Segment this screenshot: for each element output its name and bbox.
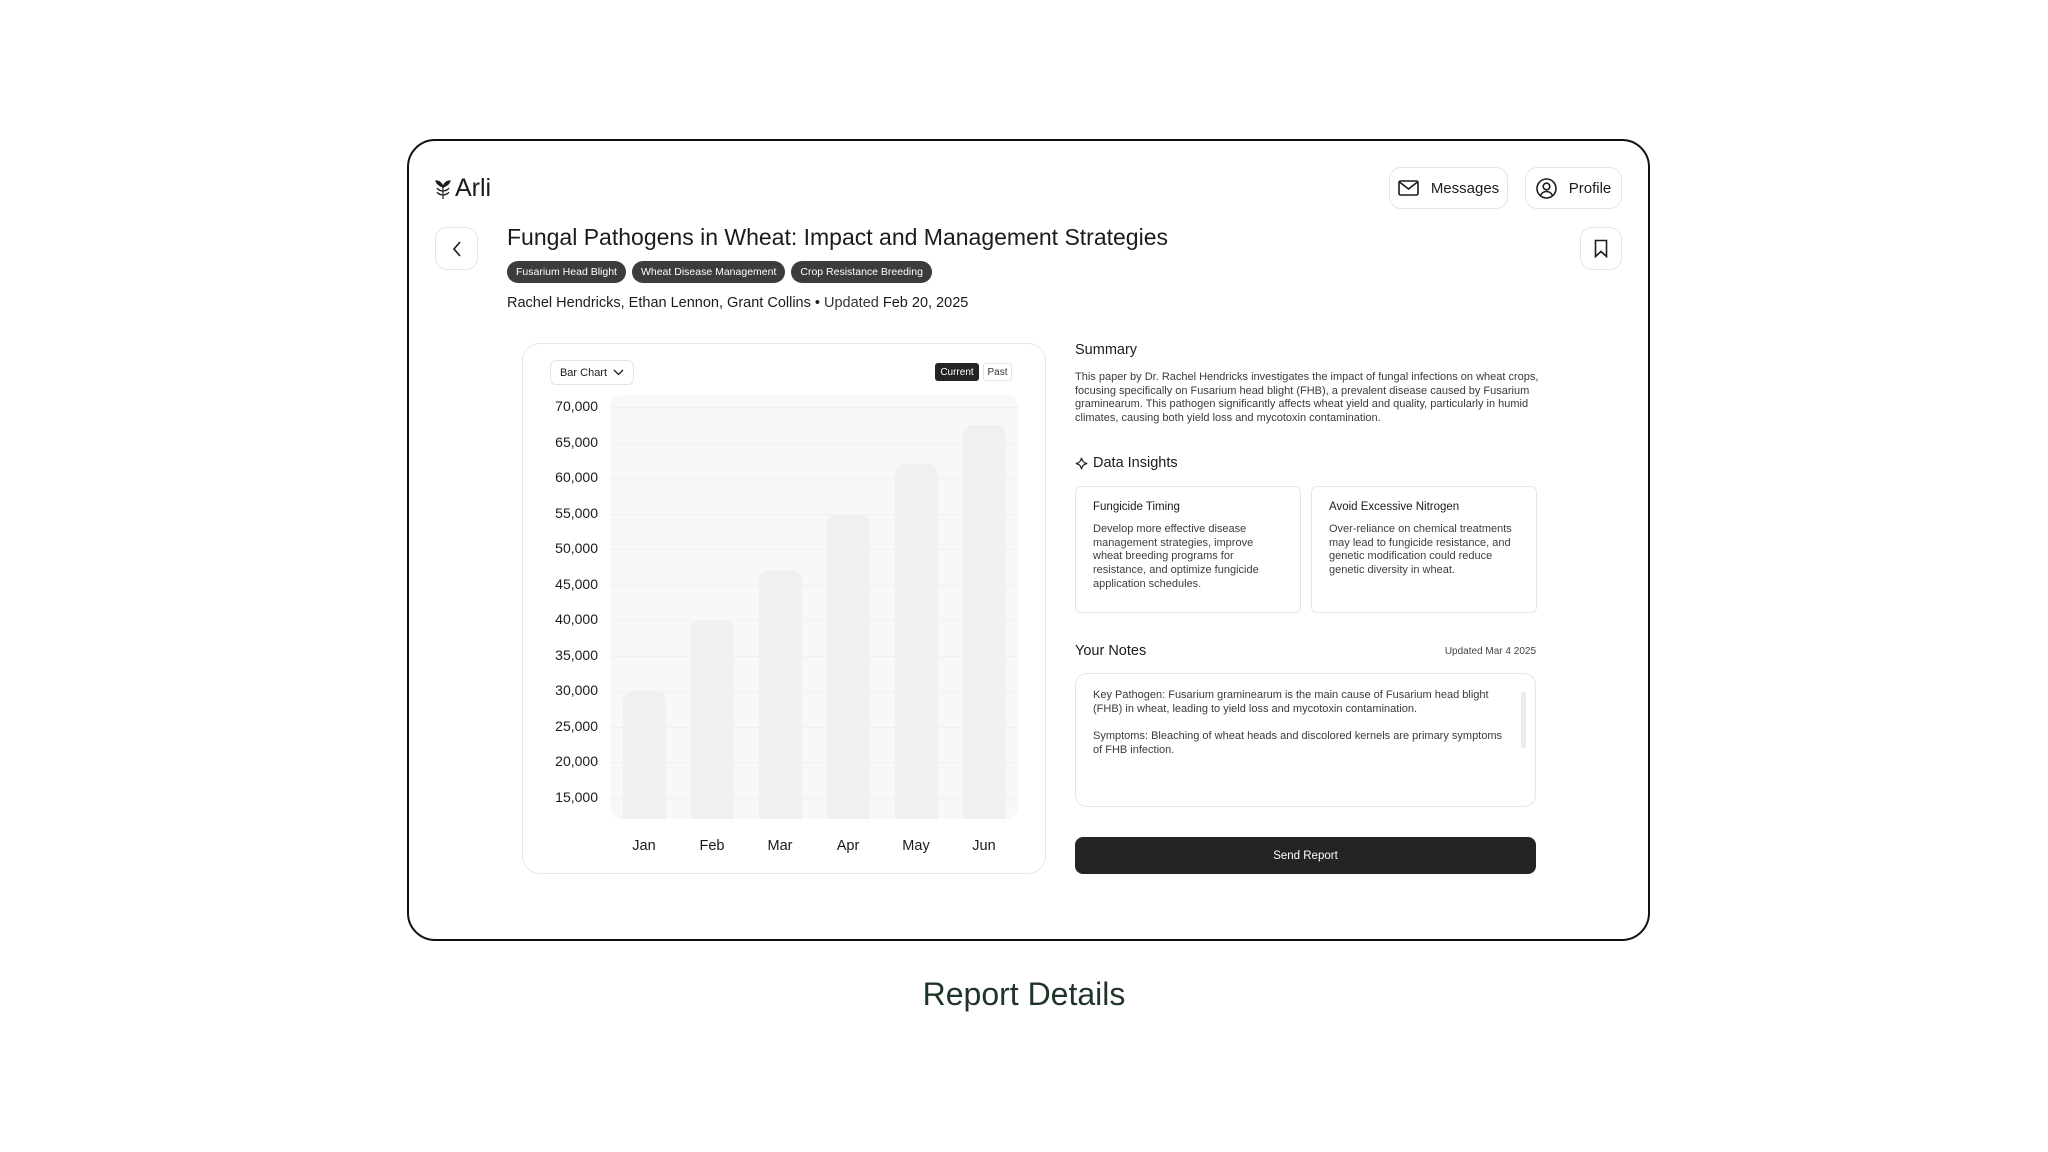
y-tick-label: 45,000 xyxy=(555,575,598,592)
x-tick-label: Feb xyxy=(699,838,725,854)
user-circle-icon xyxy=(1535,177,1557,199)
note-paragraph: Key Pathogen: Fusarium graminearum is th… xyxy=(1093,689,1489,715)
gridline xyxy=(610,513,1018,515)
gridline xyxy=(610,549,1018,551)
y-tick-label: 20,000 xyxy=(555,753,598,770)
y-tick-label: 60,000 xyxy=(555,469,598,486)
bar-jun[interactable] xyxy=(962,424,1006,819)
notes-updated: Updated Mar 4 2025 xyxy=(1444,646,1536,657)
updated-prefix: Updated xyxy=(824,295,879,311)
byline: Rachel Hendricks, Ethan Lennon, Grant Co… xyxy=(507,295,968,311)
chart-type-value: Bar Chart xyxy=(559,366,608,379)
page-title: Fungal Pathogens in Wheat: Impact and Ma… xyxy=(507,224,1169,250)
y-tick-label: 25,000 xyxy=(555,717,598,734)
separator-dot: • xyxy=(814,295,824,311)
bar-feb[interactable] xyxy=(690,620,734,819)
y-tick-label: 35,000 xyxy=(555,646,598,663)
y-tick-label: 40,000 xyxy=(555,611,598,628)
gridline xyxy=(610,478,1018,480)
sparkle-icon xyxy=(1075,457,1088,469)
x-tick-label: May xyxy=(902,838,930,854)
bookmark-button[interactable] xyxy=(1580,227,1622,270)
notes-textarea[interactable]: Key Pathogen: Fusarium graminearum is th… xyxy=(1075,673,1536,807)
tag[interactable]: Wheat Disease Management xyxy=(631,261,786,283)
insight-text: Develop more effective disease managemen… xyxy=(1093,523,1259,590)
wheat-logo-icon xyxy=(435,179,451,199)
x-tick-label: Jun xyxy=(972,838,996,854)
bar-apr[interactable] xyxy=(826,513,870,819)
bar-may[interactable] xyxy=(894,463,938,819)
insights-heading-label: Data Insights xyxy=(1093,455,1178,471)
y-tick-label: 70,000 xyxy=(555,398,598,415)
insight-title: Fungicide Timing xyxy=(1093,501,1180,513)
gridline xyxy=(610,762,1018,764)
toggle-past[interactable]: Past xyxy=(983,363,1012,381)
gridline xyxy=(610,655,1018,657)
summary-heading: Summary xyxy=(1075,342,1138,358)
updated-date: Feb 20, 2025 xyxy=(882,295,969,311)
messages-label: Messages xyxy=(1430,179,1500,197)
mail-icon xyxy=(1398,180,1419,196)
gridline xyxy=(610,584,1018,586)
y-tick-label: 30,000 xyxy=(555,682,598,699)
insights-heading: Data Insights xyxy=(1075,455,1178,471)
chevron-left-icon xyxy=(452,240,461,257)
plot-area xyxy=(610,395,1018,819)
y-tick-label: 50,000 xyxy=(555,540,598,557)
insight-title: Avoid Excessive Nitrogen xyxy=(1329,501,1460,513)
authors: Rachel Hendricks, Ethan Lennon, Grant Co… xyxy=(507,295,811,311)
insight-card: Avoid Excessive Nitrogen Over-reliance o… xyxy=(1311,486,1537,613)
y-tick-label: 65,000 xyxy=(555,433,598,450)
toggle-current[interactable]: Current xyxy=(935,363,979,381)
back-button[interactable] xyxy=(435,227,478,270)
send-report-button[interactable]: Send Report xyxy=(1075,837,1536,874)
x-tick-label: Mar xyxy=(767,838,793,854)
tag[interactable]: Fusarium Head Blight xyxy=(507,261,626,283)
x-tick-label: Apr xyxy=(836,838,860,854)
tag[interactable]: Crop Resistance Breeding xyxy=(791,261,932,283)
profile-label: Profile xyxy=(1568,179,1612,197)
insight-card: Fungicide Timing Develop more effective … xyxy=(1075,486,1301,613)
bar-mar[interactable] xyxy=(758,570,802,819)
tag-list: Fusarium Head Blight Wheat Disease Manag… xyxy=(507,261,932,283)
chevron-down-icon xyxy=(613,369,624,376)
gridline xyxy=(610,797,1018,799)
gridline xyxy=(610,726,1018,728)
insight-text: Over-reliance on chemical treatments may… xyxy=(1329,523,1512,577)
logo[interactable]: Arli xyxy=(434,174,491,203)
bar-jan[interactable] xyxy=(622,691,666,819)
gridline xyxy=(610,407,1018,409)
profile-button[interactable]: Profile xyxy=(1525,167,1622,209)
gridline xyxy=(610,620,1018,622)
y-tick-label: 15,000 xyxy=(555,788,598,805)
chart-type-select[interactable]: Bar Chart xyxy=(550,360,634,385)
notes-scrollbar[interactable] xyxy=(1521,692,1526,748)
gridline xyxy=(610,691,1018,693)
notes-heading: Your Notes xyxy=(1075,643,1147,659)
x-tick-label: Jan xyxy=(632,838,656,854)
messages-button[interactable]: Messages xyxy=(1389,167,1508,209)
caption: Report Details xyxy=(922,976,1126,1012)
logo-text: Arli xyxy=(455,174,492,202)
y-tick-label: 55,000 xyxy=(555,504,598,521)
note-paragraph: Symptoms: Bleaching of wheat heads and d… xyxy=(1093,730,1503,756)
summary-text: This paper by Dr. Rachel Hendricks inves… xyxy=(1075,371,1539,425)
bookmark-icon xyxy=(1594,239,1608,258)
gridline xyxy=(610,442,1018,444)
